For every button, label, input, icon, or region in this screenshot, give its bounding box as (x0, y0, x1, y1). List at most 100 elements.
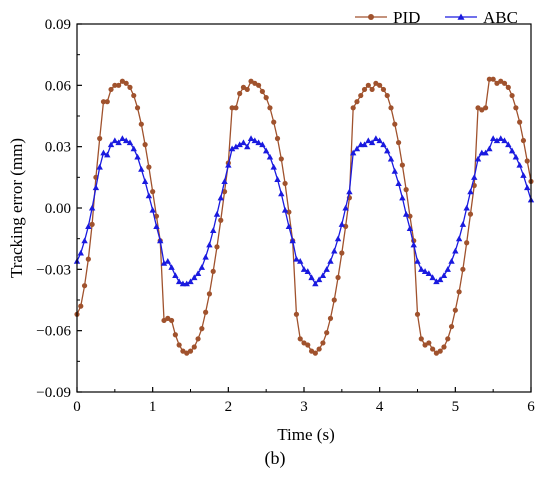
data-point-pid (486, 76, 492, 82)
data-point-abc (240, 139, 247, 146)
data-point-pid (358, 92, 364, 99)
data-point-abc (353, 145, 361, 152)
data-point-abc (516, 161, 523, 168)
data-point-pid (218, 217, 224, 223)
data-point-pid (369, 86, 375, 93)
data-point-pid (138, 121, 144, 127)
data-point-pid (150, 189, 156, 195)
data-point-abc (281, 206, 289, 213)
data-point-abc (232, 143, 240, 150)
data-point-abc (342, 204, 349, 211)
data-point-pid (112, 82, 118, 88)
legend-label-pid: PID (393, 8, 420, 27)
data-point-abc (262, 147, 270, 154)
data-point-pid (331, 297, 337, 303)
data-point-pid (327, 315, 334, 321)
data-point-pid (343, 223, 349, 229)
data-point-abc (77, 249, 84, 256)
data-point-pid (244, 86, 250, 93)
data-point-pid (286, 209, 292, 215)
data-point-pid (339, 250, 345, 256)
data-point-pid (517, 119, 523, 125)
data-point-pid (445, 336, 451, 342)
x-tick-label: 0 (73, 399, 81, 415)
data-point-abc (493, 137, 501, 144)
data-point-pid (513, 105, 519, 111)
data-point-pid (377, 82, 383, 88)
data-point-abc (107, 141, 115, 148)
data-point-pid (85, 256, 91, 262)
y-axis-label: Tracking error (mm) (7, 138, 26, 278)
data-point-abc (414, 257, 421, 264)
data-point-pid (437, 348, 443, 354)
data-point-abc (187, 278, 194, 285)
data-point-abc (372, 135, 380, 142)
data-point-pid (403, 187, 409, 193)
data-point-abc (213, 210, 221, 217)
data-point-abc (111, 137, 119, 144)
data-point-pid (293, 311, 300, 317)
data-point-pid (116, 82, 122, 88)
data-point-pid (426, 340, 432, 346)
data-point-abc (191, 274, 198, 281)
data-point-abc (391, 168, 398, 174)
data-point-abc (164, 257, 171, 264)
axes: 0 1 2 3 4 5 6 −0.09 −0.06 −0.03 0.00 0.03 0.06 0.09 (36, 17, 535, 415)
data-point-pid (392, 121, 398, 127)
data-point-abc (141, 178, 149, 184)
data-point-pid (81, 283, 88, 289)
data-point-abc (471, 174, 478, 180)
data-point-abc (349, 149, 357, 156)
data-point-abc (217, 194, 224, 201)
data-point-abc (346, 188, 353, 195)
data-point-abc (202, 253, 209, 260)
data-point-abc (433, 278, 440, 285)
data-point-abc (459, 221, 467, 227)
data-point-pid (509, 92, 515, 99)
data-point-abc (266, 153, 274, 160)
data-point-pid (100, 99, 107, 105)
y-tick-label: 0.03 (45, 140, 71, 156)
data-point-abc (323, 266, 330, 272)
data-point-pid (354, 99, 360, 105)
data-point-abc (334, 235, 342, 242)
data-point-abc (304, 268, 311, 274)
data-point-pid (191, 344, 197, 350)
data-point-abc (175, 278, 183, 285)
data-point-pid (452, 307, 458, 313)
data-point-pid (221, 189, 228, 195)
data-point-abc (520, 172, 527, 178)
data-point-pid (256, 82, 262, 88)
data-point-abc (96, 163, 103, 170)
data-point-abc (418, 266, 425, 272)
data-point-abc (244, 143, 251, 150)
data-point-pid (263, 95, 269, 101)
data-point-abc (474, 155, 482, 162)
data-point-pid (134, 105, 141, 111)
data-point-abc (172, 272, 179, 279)
data-point-pid (206, 291, 213, 297)
data-point-pid (490, 76, 496, 82)
data-point-abc (251, 137, 259, 144)
data-point-abc (486, 145, 493, 152)
data-point-abc (153, 223, 160, 229)
data-point-abc (300, 266, 308, 272)
data-point-pid (483, 105, 489, 111)
data-point-pid (418, 336, 424, 342)
data-point-abc (501, 137, 508, 144)
data-point-pid (441, 344, 447, 350)
data-point-pid (176, 342, 182, 348)
x-tick-label: 1 (149, 399, 157, 415)
data-point-abc (331, 247, 338, 254)
data-point-pid (361, 86, 368, 93)
data-point-pid (460, 266, 466, 272)
data-point-pid (104, 99, 110, 105)
y-tick-label: −0.09 (36, 385, 71, 401)
data-point-abc (338, 221, 346, 227)
data-point-abc (512, 153, 520, 160)
data-point-abc (297, 257, 304, 264)
data-point-pid (501, 80, 508, 86)
data-point-pid (305, 342, 311, 348)
data-point-pid (456, 289, 462, 295)
